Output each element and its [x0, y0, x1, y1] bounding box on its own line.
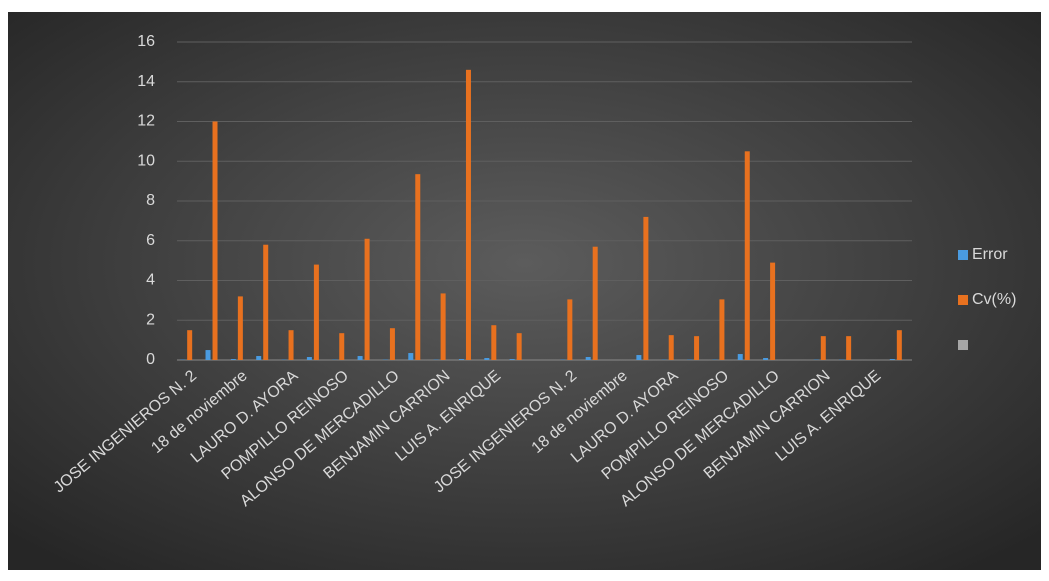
bar	[364, 238, 370, 360]
bar	[313, 264, 319, 360]
y-tick-label: 0	[146, 351, 155, 368]
bar	[187, 330, 193, 360]
bar	[440, 293, 446, 360]
bar	[230, 359, 236, 360]
legend-swatch	[958, 295, 968, 305]
bar	[846, 336, 852, 360]
bar	[465, 69, 471, 360]
legend-swatch	[958, 250, 968, 260]
bar	[737, 354, 743, 360]
bar	[770, 262, 776, 360]
bar	[516, 333, 522, 360]
bar	[491, 325, 497, 360]
bar	[263, 244, 269, 360]
bar	[339, 333, 345, 360]
bar	[889, 359, 895, 360]
bar	[256, 356, 262, 360]
bar	[719, 299, 725, 360]
bar	[458, 359, 464, 360]
bar	[567, 299, 573, 360]
bar	[288, 330, 294, 360]
y-tick-label: 10	[137, 152, 155, 169]
bar	[408, 353, 414, 360]
bar	[509, 359, 515, 360]
legend-label: Cv(%)	[972, 291, 1016, 308]
bar	[306, 357, 312, 360]
legend-swatch	[958, 340, 968, 350]
y-tick-label: 16	[137, 33, 155, 50]
bar	[592, 246, 598, 360]
legend-label: Error	[972, 246, 1008, 263]
bar	[237, 296, 243, 360]
bar	[585, 357, 591, 360]
bar	[389, 328, 395, 360]
bar	[212, 121, 218, 360]
y-tick-label: 8	[146, 192, 155, 209]
y-tick-label: 6	[146, 232, 155, 249]
bar	[636, 355, 642, 360]
bar	[668, 335, 674, 360]
bar	[694, 336, 700, 360]
bar	[357, 356, 363, 360]
bar	[484, 358, 490, 360]
bar	[763, 358, 769, 360]
bar	[744, 151, 750, 360]
y-tick-label: 14	[137, 73, 155, 90]
bar	[820, 336, 826, 360]
bar	[896, 330, 902, 360]
y-tick-label: 4	[146, 272, 155, 289]
bar	[205, 350, 211, 360]
bar	[415, 174, 421, 360]
chart-background	[8, 12, 1041, 570]
y-tick-label: 2	[146, 311, 155, 328]
y-tick-label: 12	[137, 113, 155, 130]
bar	[643, 216, 649, 360]
